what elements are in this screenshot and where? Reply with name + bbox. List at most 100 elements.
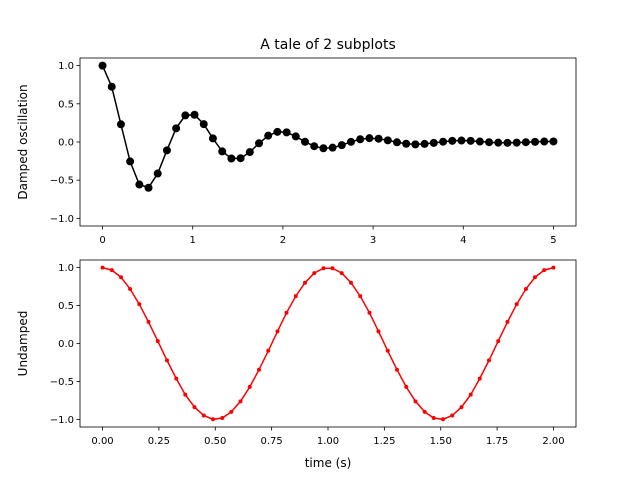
data-point: [505, 319, 510, 324]
x-tick-label: 1.75: [486, 436, 508, 447]
data-point: [109, 268, 114, 273]
x-tick-label: 0.00: [91, 436, 113, 447]
data-point: [477, 376, 482, 381]
data-point: [411, 140, 420, 149]
data-point: [413, 399, 418, 404]
data-point: [420, 139, 429, 148]
y-tick-label: 1.0: [58, 61, 74, 72]
data-point: [475, 137, 484, 146]
data-point: [457, 136, 466, 145]
y-axis-label: Undamped: [16, 311, 30, 377]
data-point: [227, 154, 236, 163]
y-tick-label: 0.5: [58, 99, 74, 110]
data-point: [402, 139, 411, 148]
data-point: [551, 265, 556, 270]
data-point: [135, 180, 144, 189]
axes-frame: [79, 259, 577, 428]
data-point: [116, 120, 125, 129]
data-point: [532, 275, 537, 280]
data-point: [172, 124, 181, 133]
x-tick-label: 5: [550, 235, 556, 246]
data-point: [542, 268, 547, 273]
y-tick-label: 0.5: [58, 301, 74, 312]
bottom-subplot: 0.00 0.25 0.50 0.75 1.00 1.25 1.50 1.75 2.00 1.0 0…: [16, 259, 577, 470]
data-point: [236, 154, 245, 163]
data-point: [98, 61, 107, 70]
data-point: [512, 138, 521, 147]
data-point: [293, 294, 298, 299]
data-point: [181, 111, 190, 120]
x-tick-label: 0.50: [204, 436, 226, 447]
data-point: [319, 144, 328, 153]
axes-frame: [79, 57, 577, 227]
data-point: [494, 138, 503, 147]
data-point: [255, 139, 264, 148]
data-point: [346, 137, 355, 146]
y-tick-label: −0.5: [50, 176, 74, 187]
y-tick-label: −1.0: [50, 214, 74, 225]
data-point: [404, 384, 409, 389]
data-point: [264, 131, 273, 140]
y-axis-label: Damped oscillation: [16, 84, 30, 199]
data-point: [284, 310, 289, 315]
x-tick-label: 0.25: [148, 436, 170, 447]
data-point: [521, 138, 530, 147]
data-point: [119, 275, 124, 280]
y-tick-label: 0.0: [58, 339, 74, 350]
data-point: [439, 137, 448, 146]
data-point: [348, 280, 353, 285]
data-point: [312, 271, 317, 276]
data-point: [450, 413, 455, 418]
data-point: [218, 147, 227, 156]
x-tick-label: 3: [370, 235, 376, 246]
data-point: [137, 302, 142, 307]
data-point: [128, 286, 133, 291]
x-tick-label: 1: [190, 235, 196, 246]
data-point: [385, 348, 390, 353]
data-point: [540, 137, 549, 146]
data-point: [190, 110, 199, 119]
data-point: [155, 339, 160, 344]
data-point: [486, 358, 491, 363]
chart-title: A tale of 2 subplots: [260, 37, 396, 53]
data-point: [126, 157, 135, 166]
data-point: [523, 286, 528, 291]
x-tick-label: 2.00: [542, 436, 564, 447]
x-tick-label: 1.00: [317, 436, 339, 447]
x-tick-label: 1.50: [430, 436, 452, 447]
data-point: [466, 136, 475, 145]
data-point: [257, 367, 262, 372]
data-point: [365, 134, 374, 143]
y-tick-label: 0.0: [58, 138, 74, 149]
data-point: [165, 358, 170, 363]
data-point: [358, 294, 363, 299]
data-point: [503, 138, 512, 147]
data-point: [291, 132, 300, 141]
data-point: [392, 138, 401, 147]
data-point: [100, 265, 105, 270]
top-subplot: 0 1 2 3 4 5 1.0 0.5 0.0 −0.5 −1.0 Damped oscillatio…: [16, 57, 577, 246]
data-point: [266, 348, 271, 353]
data-point: [422, 409, 427, 414]
data-point: [208, 134, 217, 143]
x-tick-label: 2: [280, 235, 286, 246]
data-point: [144, 183, 153, 192]
data-point: [496, 339, 501, 344]
data-point: [238, 399, 243, 404]
data-point: [330, 266, 335, 271]
data-point: [374, 134, 383, 143]
data-point: [367, 310, 372, 315]
data-point: [275, 329, 280, 334]
data-point: [531, 137, 540, 146]
data-point: [376, 329, 381, 334]
data-point: [328, 143, 337, 152]
y-tick-label: −0.5: [50, 377, 74, 388]
data-point: [199, 120, 208, 129]
data-point: [273, 127, 282, 136]
data-point: [153, 169, 162, 178]
data-point: [229, 409, 234, 414]
data-point: [247, 384, 252, 389]
y-tick-label: 1.0: [58, 263, 74, 274]
data-point: [356, 135, 365, 144]
